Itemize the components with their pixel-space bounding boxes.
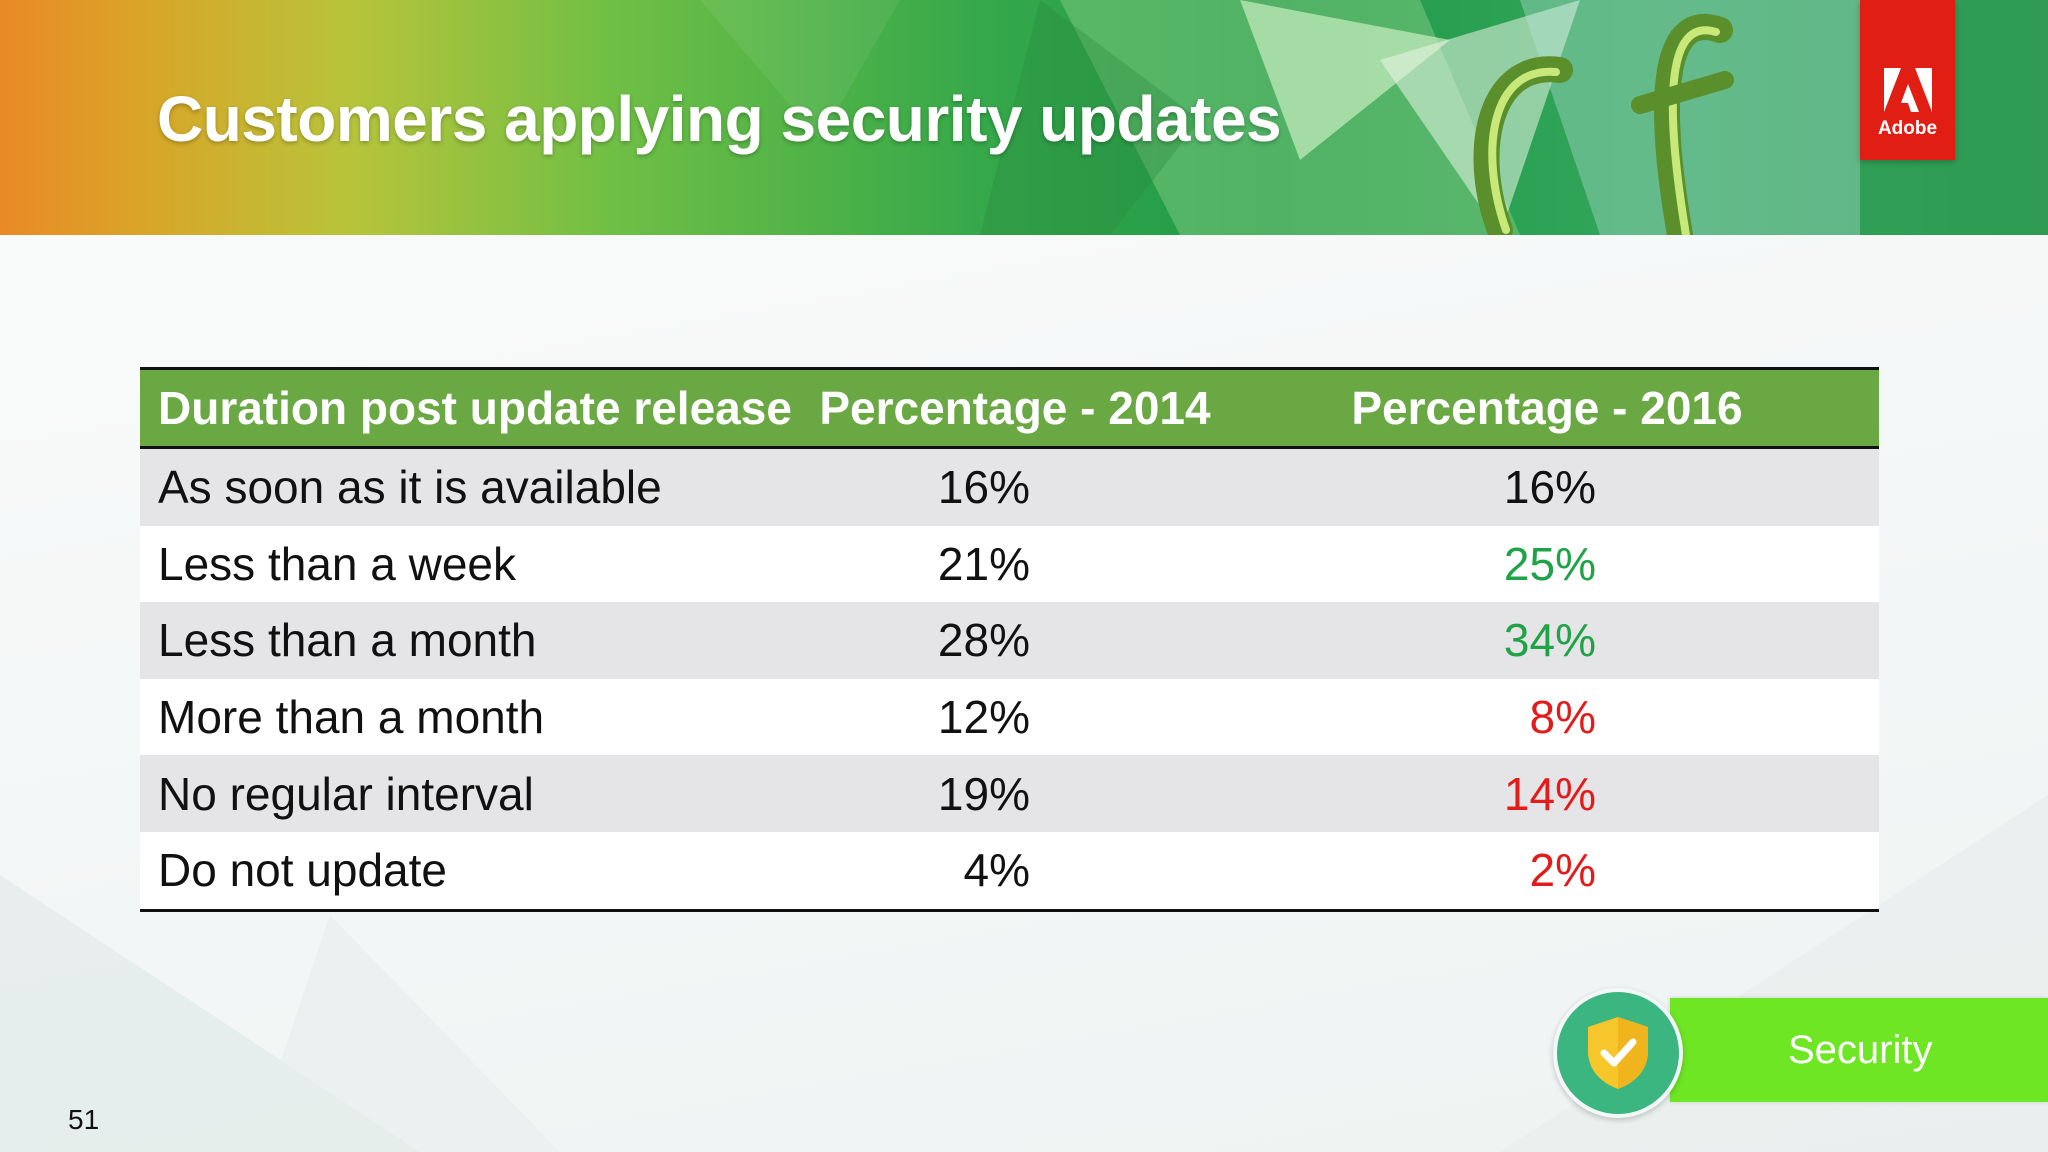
adobe-wordmark: Adobe xyxy=(1877,118,1938,139)
shield-check-icon xyxy=(1588,1017,1648,1089)
duration-cell: As soon as it is available xyxy=(140,447,795,526)
percentage-2014-cell: 4% xyxy=(795,831,1285,911)
banner-graphic xyxy=(700,0,1860,235)
adobe-a-icon xyxy=(1884,68,1932,112)
percentage-2016-cell: 16% xyxy=(1285,447,1879,526)
percentage-2016-cell: 2% xyxy=(1285,831,1879,911)
column-header-2016: Percentage - 2016 xyxy=(1285,368,1879,449)
percentage-2016-cell: 34% xyxy=(1285,602,1879,679)
security-badge-label: Security xyxy=(1788,1028,1933,1072)
percentage-2014-cell: 21% xyxy=(795,525,1285,603)
security-shield-icon xyxy=(1553,988,1683,1118)
page-number: 51 xyxy=(68,1104,100,1135)
percentage-2016-cell: 25% xyxy=(1285,525,1879,603)
table-row: As soon as it is available 16% 16% xyxy=(140,447,1879,526)
column-header-duration: Duration post update release xyxy=(140,368,795,449)
percentage-2014-cell: 19% xyxy=(795,755,1285,832)
percentage-2014-cell: 16% xyxy=(795,447,1285,526)
table-row: Less than a month 28% 34% xyxy=(140,602,1879,679)
header-banner: Customers applying security updates Adob… xyxy=(0,0,2048,235)
duration-cell: More than a month xyxy=(140,678,795,756)
security-badge: Security xyxy=(1670,998,2048,1102)
adobe-logo: Adobe xyxy=(1860,0,1955,160)
duration-cell: No regular interval xyxy=(140,755,795,832)
table-row: More than a month 12% 8% xyxy=(140,678,1879,756)
percentage-2016-cell: 14% xyxy=(1285,755,1879,832)
table-row: Do not update 4% 2% xyxy=(140,831,1879,911)
security-update-table: Duration post update release Percentage … xyxy=(140,367,1879,912)
table-row: Less than a week 21% 25% xyxy=(140,525,1879,603)
table-header-row: Duration post update release Percentage … xyxy=(140,368,1879,449)
column-header-2014: Percentage - 2014 xyxy=(795,368,1285,449)
slide-title: Customers applying security updates xyxy=(157,83,1282,155)
duration-cell: Less than a month xyxy=(140,602,795,679)
duration-cell: Do not update xyxy=(140,831,795,911)
table-row: No regular interval 19% 14% xyxy=(140,755,1879,832)
percentage-2014-cell: 12% xyxy=(795,678,1285,756)
percentage-2016-cell: 8% xyxy=(1285,678,1879,756)
duration-cell: Less than a week xyxy=(140,525,795,603)
percentage-2014-cell: 28% xyxy=(795,602,1285,679)
